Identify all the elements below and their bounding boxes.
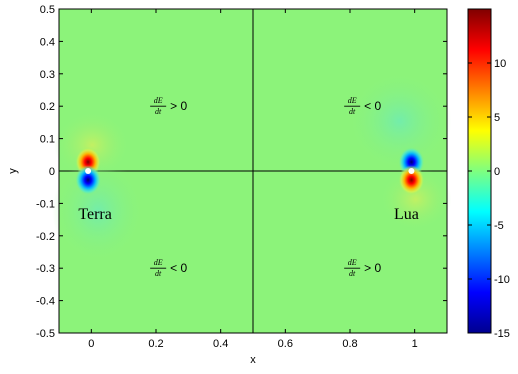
relation-text: < 0	[364, 99, 381, 113]
colorbar-tick-label: 10	[494, 58, 506, 70]
y-tick-label: 0	[49, 166, 55, 178]
colorbar-tick-label: -15	[494, 328, 510, 340]
relation-text: > 0	[170, 99, 187, 113]
colorbar-tick-label: 5	[494, 112, 500, 124]
fraction-numerator: dE	[348, 96, 357, 105]
y-tick-label: -0.2	[36, 231, 55, 243]
y-tick-label: -0.3	[36, 263, 55, 275]
halo-lower	[379, 167, 452, 231]
region-annotation: dE dt > 0	[344, 258, 382, 278]
x-tick-label: 0.2	[148, 338, 163, 350]
y-tick-label: 0.2	[40, 101, 55, 113]
fraction-denominator: dt	[349, 107, 356, 116]
y-tick-label: -0.4	[36, 296, 55, 308]
field-features	[52, 71, 452, 263]
fraction-denominator: dt	[349, 269, 356, 278]
lobe-negative	[75, 165, 102, 195]
fraction-numerator: dE	[154, 258, 163, 267]
body-marker	[408, 168, 415, 174]
x-tick-label: 0	[88, 338, 94, 350]
annotations: Terra Lua dE dt > 0 dE dt < 0 dE dt < 0 dE dt > 0	[78, 96, 419, 278]
body-label: Lua	[394, 206, 419, 223]
body-label: Terra	[78, 206, 112, 223]
colorbar-tick-label: -10	[494, 274, 510, 286]
region-annotation: dE dt < 0	[150, 258, 188, 278]
x-tick-label: 0.4	[213, 338, 228, 350]
y-tick-label: 0.4	[40, 36, 55, 48]
body-marker	[85, 168, 92, 174]
region-annotation: dE dt > 0	[150, 96, 188, 116]
y-axis-label: y	[7, 168, 19, 174]
colorbar: 10 5 0 -5 -10 -15	[467, 8, 510, 340]
x-tick-label: 0.8	[342, 338, 357, 350]
colorbar-tick-label: -5	[494, 220, 504, 232]
relation-text: > 0	[364, 261, 381, 275]
halo-upper	[347, 71, 452, 171]
axes: 0 0.2 0.4 0.6 0.8 1 0.5 0.4 0.3 0.2 0.1 0 -0.1 -0.2 -0…	[7, 4, 448, 366]
x-tick-label: 1	[412, 338, 418, 350]
fraction-numerator: dE	[154, 96, 163, 105]
y-tick-label: 0.3	[40, 69, 55, 81]
fraction-denominator: dt	[155, 107, 162, 116]
halo-lower	[52, 159, 145, 263]
fraction-denominator: dt	[155, 269, 162, 278]
region-annotation: dE dt < 0	[344, 96, 382, 116]
y-tick-label: -0.5	[36, 328, 55, 340]
y-tick-label: 0.1	[40, 134, 55, 146]
relation-text: < 0	[170, 261, 187, 275]
y-tick-label: -0.1	[36, 198, 55, 210]
colorbar-tick-label: 0	[494, 166, 500, 178]
lobe-positive	[398, 165, 425, 195]
y-tick-label: 0.5	[40, 4, 55, 16]
x-axis-label: x	[250, 354, 256, 366]
x-tick-label: 0.6	[278, 338, 293, 350]
fraction-numerator: dE	[348, 258, 357, 267]
